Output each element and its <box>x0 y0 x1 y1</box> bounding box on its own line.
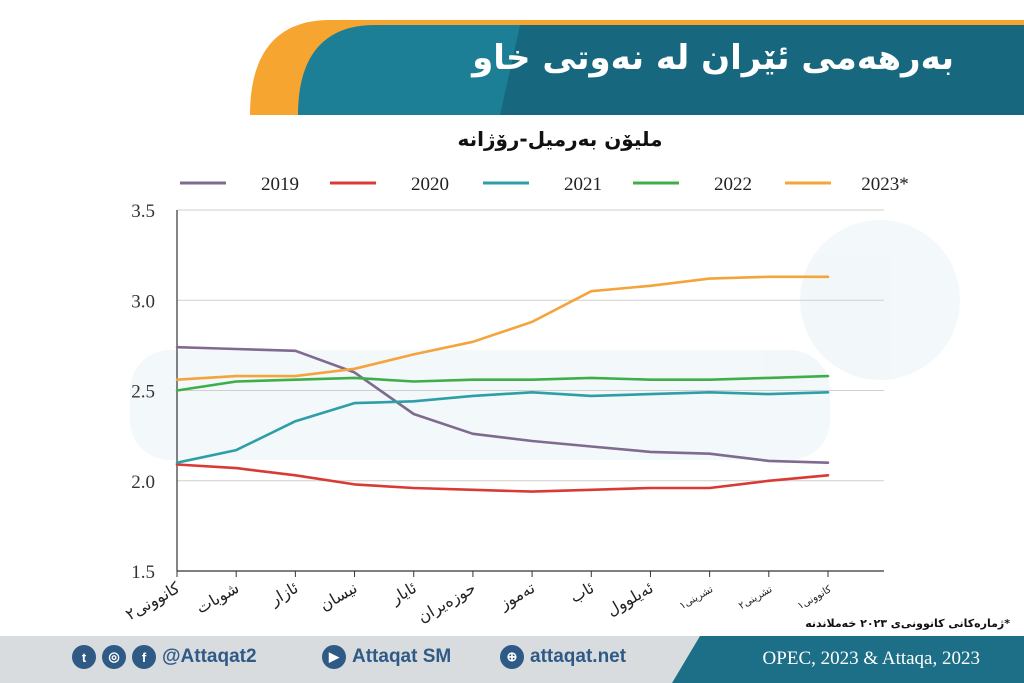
youtube-icon[interactable]: ▶ <box>322 645 346 669</box>
header-dark-shape <box>500 25 1024 115</box>
x-tick-label: ئاب <box>567 578 598 607</box>
social-handle[interactable]: @Attaqat2 <box>162 646 257 667</box>
series-line-2023 <box>175 275 830 382</box>
globe-icon[interactable]: ⊕ <box>500 645 524 669</box>
twitter-icon[interactable]: t <box>72 645 96 669</box>
social-handle-group[interactable]: t ◎ f @Attaqat2 <box>72 645 257 669</box>
y-tick-label: 2.5 <box>131 382 155 403</box>
series-line-2019 <box>175 345 830 465</box>
y-tick-label: 3.0 <box>131 291 155 312</box>
series-line-2020 <box>175 463 830 493</box>
footnote: *ژمارەکانی كانوونی‌ی ٢٠٢٣ خەملاندنە <box>805 617 1010 630</box>
chart-legend: 2019 2020 2021 2022 2023* <box>180 174 909 195</box>
x-tick-label: تشرينی١ <box>678 584 715 612</box>
x-tick-label: ئازار <box>266 578 302 610</box>
legend-label-2022: 2022 <box>714 174 752 195</box>
footer-shape <box>672 636 1024 683</box>
series-line-2021 <box>175 390 830 465</box>
x-tick-label: تەموز <box>495 578 538 615</box>
y-axis-labels: 1.5 2.0 2.5 3.0 3.5 <box>131 201 155 583</box>
watermark <box>130 220 960 460</box>
x-tick-label: ئەيلوول <box>603 578 657 621</box>
x-tick-label: كانوونی٢ <box>122 578 184 625</box>
y-tick-label: 3.5 <box>131 201 155 222</box>
legend-label-2020: 2020 <box>411 174 449 195</box>
y-tick-label: 2.0 <box>131 472 155 493</box>
header-banner <box>0 0 1024 120</box>
website-group[interactable]: ⊕ attaqat.net <box>500 645 626 669</box>
chart-series <box>175 275 830 493</box>
website-link[interactable]: attaqat.net <box>530 646 627 667</box>
x-tick-label: نيسان <box>316 578 360 615</box>
chart-grid <box>177 209 884 482</box>
x-tick-label: تشرينی٢ <box>737 584 774 612</box>
legend-label-2023: 2023* <box>861 174 909 195</box>
x-tick-label: حوزەيران <box>414 578 479 627</box>
source-text: OPEC, 2023 & Attaqa, 2023 <box>762 648 980 669</box>
youtube-channel[interactable]: Attaqat SM <box>352 646 452 667</box>
instagram-icon[interactable]: ◎ <box>102 645 126 669</box>
y-tick-label: 1.5 <box>131 562 155 583</box>
x-tick-label: شوبات <box>193 578 243 618</box>
line-chart: ملیۆن بەرمیل-رۆژانە 2019 2020 2021 2022 2023… <box>122 127 960 627</box>
series-line-2022 <box>175 374 830 392</box>
youtube-group[interactable]: ▶ Attaqat SM <box>322 645 451 669</box>
x-tick-label: ئايار <box>387 578 421 609</box>
legend-label-2019: 2019 <box>261 174 299 195</box>
x-tick-label: كانوونی١ <box>796 584 834 612</box>
chart-title: ملیۆن بەرمیل-رۆژانە <box>457 127 662 151</box>
facebook-icon[interactable]: f <box>132 645 156 669</box>
legend-label-2021: 2021 <box>564 174 602 195</box>
page-title: بەرهەمی ئێران لە نەوتی خاو <box>472 38 954 78</box>
footer: t ◎ f @Attaqat2 ▶ Attaqat SM ⊕ attaqat.n… <box>0 636 1024 683</box>
